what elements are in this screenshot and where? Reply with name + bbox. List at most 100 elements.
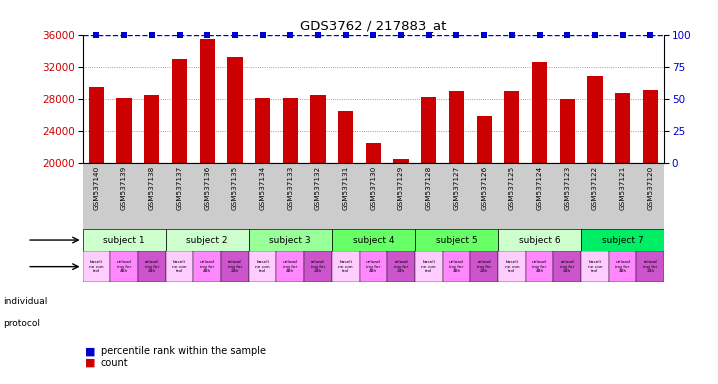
Text: GSM537123: GSM537123 — [564, 166, 570, 210]
Bar — [83, 251, 111, 282]
Bar — [116, 98, 131, 323]
Bar — [89, 87, 104, 323]
Bar — [200, 38, 215, 323]
Bar — [276, 251, 304, 282]
Text: GSM537138: GSM537138 — [149, 166, 155, 210]
Text: subject 1: subject 1 — [103, 235, 145, 245]
Text: unload
ing for
48h: unload ing for 48h — [283, 260, 298, 273]
Bar — [526, 251, 554, 282]
Text: GSM537121: GSM537121 — [620, 166, 625, 210]
Text: reload
ing for
24h: reload ing for 24h — [145, 260, 159, 273]
Bar — [498, 251, 526, 282]
Bar — [310, 95, 325, 323]
Text: GSM537137: GSM537137 — [177, 166, 182, 210]
Bar — [248, 251, 276, 282]
Text: baseli
ne con
trol: baseli ne con trol — [338, 260, 353, 273]
Text: GSM537122: GSM537122 — [592, 166, 598, 210]
Text: unload
ing for
48h: unload ing for 48h — [449, 260, 464, 273]
Text: reload
ing for
24h: reload ing for 24h — [477, 260, 491, 273]
Text: GSM537131: GSM537131 — [342, 166, 349, 210]
Text: subject 2: subject 2 — [187, 235, 228, 245]
Text: baseli
ne con
trol: baseli ne con trol — [172, 260, 187, 273]
Text: subject 6: subject 6 — [518, 235, 560, 245]
Text: unload
ing for
48h: unload ing for 48h — [366, 260, 381, 273]
Bar — [581, 229, 664, 251]
Bar — [283, 98, 298, 323]
Text: subject 7: subject 7 — [602, 235, 643, 245]
Text: GSM537139: GSM537139 — [121, 166, 127, 210]
Bar — [255, 98, 270, 323]
Text: reload
ing for
24h: reload ing for 24h — [560, 260, 574, 273]
Text: GSM537134: GSM537134 — [260, 166, 266, 210]
Bar — [365, 143, 381, 323]
Text: subject 3: subject 3 — [269, 235, 311, 245]
Bar — [609, 251, 636, 282]
Bar — [554, 251, 581, 282]
Bar — [477, 116, 492, 323]
Text: GSM537132: GSM537132 — [315, 166, 321, 210]
Bar — [387, 251, 415, 282]
Bar — [643, 90, 658, 323]
Text: GSM537126: GSM537126 — [481, 166, 487, 210]
Text: baseli
ne con
trol: baseli ne con trol — [256, 260, 270, 273]
Text: unload
ing for
48h: unload ing for 48h — [532, 260, 547, 273]
Text: reload
ing for
24h: reload ing for 24h — [311, 260, 325, 273]
Bar — [421, 97, 437, 323]
Bar — [587, 76, 602, 323]
Bar — [193, 251, 221, 282]
Text: GSM537129: GSM537129 — [398, 166, 404, 210]
Text: subject 5: subject 5 — [436, 235, 477, 245]
Text: GSM537127: GSM537127 — [454, 166, 460, 210]
Text: reload
ing for
24h: reload ing for 24h — [228, 260, 242, 273]
Text: count: count — [101, 358, 128, 368]
Bar — [615, 93, 630, 323]
Bar — [360, 251, 387, 282]
Text: GSM537124: GSM537124 — [536, 166, 543, 210]
Bar — [449, 91, 464, 323]
Bar — [442, 251, 470, 282]
Bar — [415, 229, 498, 251]
Bar — [111, 251, 138, 282]
Bar — [559, 99, 575, 323]
Text: GSM537128: GSM537128 — [426, 166, 432, 210]
Text: percentile rank within the sample: percentile rank within the sample — [101, 346, 266, 356]
Text: unload
ing for
48h: unload ing for 48h — [116, 260, 131, 273]
Text: ■: ■ — [85, 358, 98, 368]
Text: GSM537136: GSM537136 — [204, 166, 210, 210]
Text: unload
ing for
48h: unload ing for 48h — [200, 260, 215, 273]
Text: reload
ing for
24h: reload ing for 24h — [643, 260, 658, 273]
Bar — [166, 251, 193, 282]
Text: baseli
ne con
trol: baseli ne con trol — [89, 260, 103, 273]
Text: GSM537125: GSM537125 — [509, 166, 515, 210]
Text: GSM537133: GSM537133 — [287, 166, 293, 210]
Bar — [393, 159, 409, 323]
Bar — [415, 251, 442, 282]
Bar — [332, 251, 360, 282]
Bar — [166, 229, 248, 251]
Bar — [504, 91, 519, 323]
Text: baseli
ne con
trol: baseli ne con trol — [421, 260, 436, 273]
Bar — [581, 251, 609, 282]
Bar — [248, 229, 332, 251]
Bar — [636, 251, 664, 282]
Bar — [138, 251, 166, 282]
Text: GSM537140: GSM537140 — [93, 166, 99, 210]
Text: unload
ing for
48h: unload ing for 48h — [615, 260, 630, 273]
Bar — [332, 229, 415, 251]
Bar — [228, 57, 243, 323]
Text: baseli
ne con
trol: baseli ne con trol — [505, 260, 519, 273]
Bar — [470, 251, 498, 282]
Text: GSM537130: GSM537130 — [370, 166, 376, 210]
Bar — [304, 251, 332, 282]
Bar — [532, 62, 547, 323]
Text: individual: individual — [4, 297, 48, 306]
Text: subject 4: subject 4 — [353, 235, 394, 245]
Bar — [144, 95, 159, 323]
Bar — [172, 59, 187, 323]
Text: GSM537135: GSM537135 — [232, 166, 238, 210]
Title: GDS3762 / 217883_at: GDS3762 / 217883_at — [300, 19, 447, 32]
Text: ■: ■ — [85, 346, 98, 356]
Text: protocol: protocol — [4, 319, 41, 328]
Text: GSM537120: GSM537120 — [648, 166, 653, 210]
Bar — [498, 229, 581, 251]
